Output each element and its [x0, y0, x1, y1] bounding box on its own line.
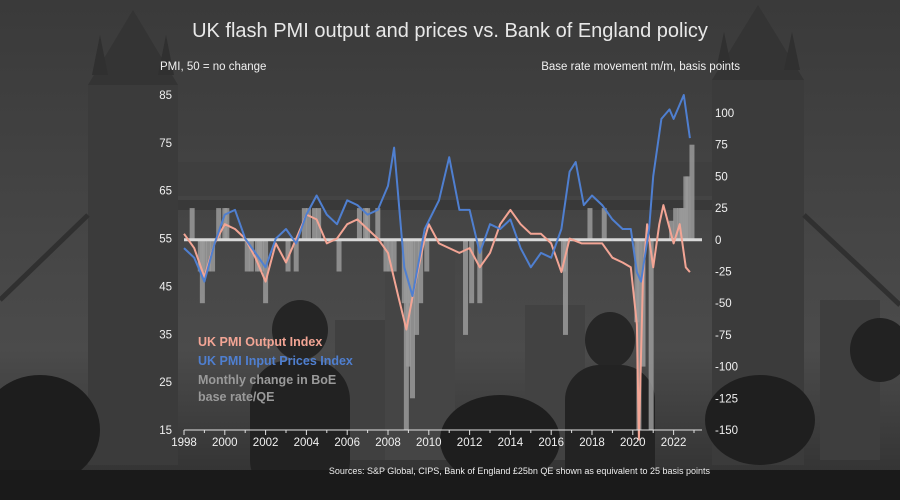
- policy-bar-38: [469, 239, 475, 304]
- left-tick-45: 45: [159, 281, 172, 293]
- x-tick-2022: 2022: [661, 437, 687, 449]
- policy-bar-26: [383, 239, 389, 272]
- policy-bar-3: [201, 239, 207, 272]
- left-tick-15: 15: [159, 425, 172, 437]
- left-tick-25: 25: [159, 377, 172, 389]
- policy-bar-14: [263, 239, 269, 304]
- legend-item-boe-policy: Monthly change in BoE base rate/QE: [198, 373, 337, 404]
- right-tick--75: -75: [715, 330, 732, 342]
- policy-bar-4: [205, 239, 211, 272]
- policy-bar-48: [669, 220, 675, 240]
- right-tick--100: -100: [715, 362, 738, 374]
- x-tick-2008: 2008: [375, 437, 401, 449]
- right-tick--25: -25: [715, 267, 732, 279]
- policy-bar-35: [418, 239, 424, 304]
- policy-bar-39: [477, 239, 483, 304]
- policy-bar-8: [224, 208, 230, 240]
- right-axis-title: Base rate movement m/m, basis points: [541, 61, 740, 73]
- policy-bar-33: [409, 239, 415, 399]
- policy-bar-54: [685, 176, 691, 240]
- left-axis-title: PMI, 50 = no change: [160, 61, 267, 73]
- policy-bar-0: [189, 208, 195, 240]
- x-tick-2002: 2002: [253, 437, 279, 449]
- policy-bar-45: [636, 239, 642, 430]
- policy-bar-27: [387, 239, 393, 272]
- policy-bar-55: [689, 144, 695, 240]
- policy-bar-36: [424, 239, 430, 272]
- policy-bar-16: [293, 239, 299, 272]
- left-tick-35: 35: [159, 329, 172, 341]
- policy-bar-34: [414, 239, 420, 335]
- right-tick-100: 100: [715, 108, 734, 120]
- legend-item-output: UK PMI Output Index: [198, 335, 323, 349]
- pmi-lines: [183, 94, 691, 441]
- x-tick-2006: 2006: [334, 437, 360, 449]
- right-tick--150: -150: [715, 425, 738, 437]
- x-tick-2014: 2014: [498, 437, 524, 449]
- x-tick-2004: 2004: [294, 437, 320, 449]
- input-prices-line: [183, 94, 691, 297]
- right-tick-75: 75: [715, 140, 728, 152]
- policy-bar-24: [365, 208, 371, 240]
- x-tick-2010: 2010: [416, 437, 442, 449]
- policy-bar-42: [587, 208, 593, 240]
- policy-bar-49: [673, 208, 679, 240]
- policy-bar-21: [336, 239, 342, 272]
- policy-bar-5: [210, 239, 216, 272]
- policy-bar-47: [648, 239, 654, 430]
- x-tick-2018: 2018: [579, 437, 605, 449]
- right-tick-25: 25: [715, 203, 728, 215]
- policy-bar-19: [312, 208, 318, 240]
- left-tick-85: 85: [159, 90, 172, 102]
- policy-bar-37: [463, 239, 469, 335]
- output-index-line: [183, 204, 691, 441]
- policy-bar-10: [248, 239, 254, 272]
- right-tick--50: -50: [715, 298, 732, 310]
- left-tick-75: 75: [159, 138, 172, 150]
- policy-bar-17: [301, 208, 307, 240]
- x-tick-1998: 1998: [171, 437, 197, 449]
- right-tick-0: 0: [715, 235, 721, 247]
- right-tick-50: 50: [715, 171, 728, 183]
- policy-bar-22: [356, 208, 362, 240]
- policy-bar-9: [244, 239, 250, 272]
- policy-bar-18: [305, 208, 311, 240]
- x-tick-2020: 2020: [620, 437, 646, 449]
- legend: UK PMI Output Index UK PMI Input Prices …: [198, 334, 353, 408]
- chart-title: UK flash PMI output and prices vs. Bank …: [192, 20, 708, 42]
- x-axis: 1998 2000 2002 2004 2006 2008 2010 2012 2014 2016…: [171, 429, 702, 449]
- policy-bar-41: [562, 239, 568, 335]
- x-tick-2016: 2016: [538, 437, 564, 449]
- source-note: Sources: S&P Global, CIPS, Bank of Engla…: [328, 466, 710, 476]
- policy-bar-13: [259, 239, 265, 272]
- left-tick-65: 65: [159, 186, 172, 198]
- policy-bar-28: [391, 239, 397, 272]
- policy-bar-25: [375, 208, 381, 240]
- right-axis-ticks: -150 -125 -100 -75 -50 -25 0 25 50 75 100: [715, 108, 738, 437]
- policy-bar-43: [601, 208, 607, 240]
- left-axis-ticks: 15 25 35 45 55 65 75 85: [159, 90, 172, 437]
- x-tick-2012: 2012: [457, 437, 483, 449]
- legend-item-input-prices: UK PMI Input Prices Index: [198, 354, 353, 368]
- right-tick--125: -125: [715, 393, 738, 405]
- left-tick-55: 55: [159, 234, 172, 246]
- x-tick-2000: 2000: [212, 437, 238, 449]
- policy-bar-6: [216, 208, 222, 240]
